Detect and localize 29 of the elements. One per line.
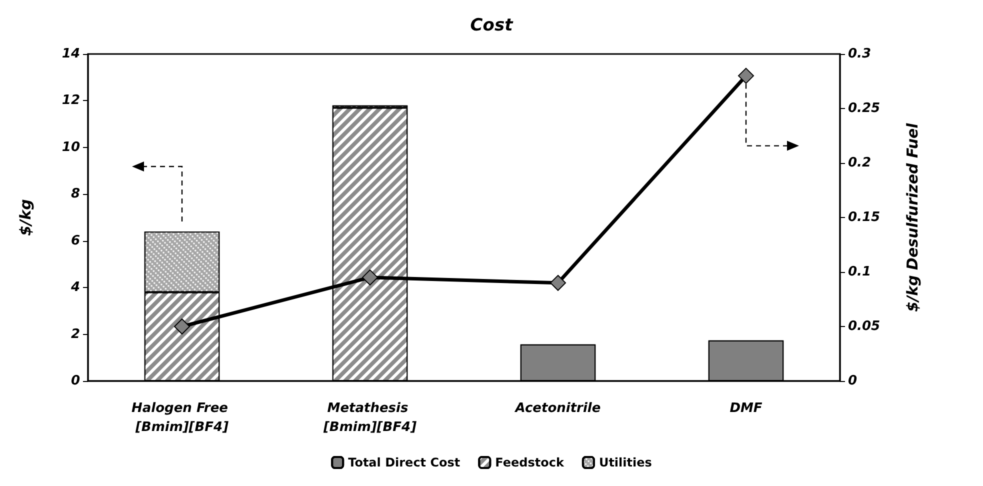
point	[174, 318, 190, 334]
y2-tick-label: 0.15	[848, 210, 880, 225]
y-axis-title: $/kg	[16, 198, 34, 236]
y2-tick-label: 0.3	[848, 46, 872, 62]
y2-tick-label: 0.25	[848, 101, 880, 116]
y2-tick-label: 0.2	[848, 156, 872, 170]
point	[362, 269, 378, 286]
x-tick-label: Acetonitrile	[514, 401, 601, 416]
legend-label: Feedstock	[495, 456, 565, 470]
y2-tick-label: 0.1	[848, 264, 872, 280]
y-tick-label: 0	[70, 374, 80, 388]
chart-title: Cost	[470, 16, 514, 36]
point	[738, 68, 754, 84]
x-tick-label: Halogen Free [Bmim][BF4]	[132, 401, 232, 435]
y2-axis-title: $/kg Desulfurized Fuel	[904, 122, 922, 312]
y2-tick-label: 0.05	[848, 319, 880, 334]
y-tick-label: 12	[62, 93, 80, 108]
point	[550, 274, 566, 291]
x-tick-label: DMF	[730, 401, 762, 416]
y-tick-label: 4	[70, 280, 80, 296]
legend-label: Total Direct Cost	[348, 456, 460, 470]
y-tick-label: 2	[70, 326, 80, 342]
y-tick-label: 14	[62, 46, 80, 62]
x-tick-label: Metathesis [Bmim][BF4]	[322, 401, 417, 435]
y-tick-label: 6	[70, 233, 80, 248]
y-tick-label: 10	[62, 140, 80, 155]
y-tick-label: 8	[70, 186, 80, 202]
y2-tick-label: 0	[848, 374, 858, 388]
legend-label: Utilities	[598, 456, 652, 470]
